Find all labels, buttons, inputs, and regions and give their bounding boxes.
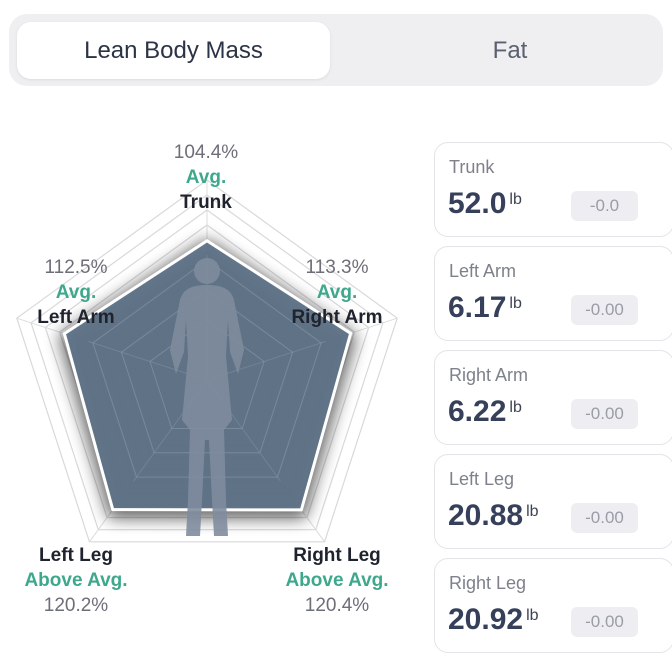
trunk-percent: 104.4% [173, 142, 239, 163]
right-leg-percent: 120.4% [304, 595, 370, 616]
segment-delta-badge: -0.00 [571, 399, 638, 429]
segment-delta-badge: -0.00 [571, 295, 638, 325]
left-arm-status: Avg. [55, 282, 97, 303]
segment-card-right-arm[interactable]: Right Arm 6.22 lb -0.00 [434, 350, 672, 445]
label-left-arm: 112.5% Avg. Left Arm [0, 255, 166, 330]
segment-card-right-leg[interactable]: Right Leg 20.92 lb -0.00 [434, 558, 672, 653]
segment-delta-badge: -0.00 [571, 503, 638, 533]
grid-ring [30, 194, 384, 531]
segment-name: Right Leg [449, 573, 527, 593]
label-trunk: 104.4% Avg. Trunk [116, 140, 296, 215]
segment-card-left-arm[interactable]: Left Arm 6.17 lb -0.00 [434, 246, 672, 341]
label-right-arm: 113.3% Avg. Right Arm [247, 255, 427, 330]
segment-name: Left Leg [449, 469, 515, 489]
segment-value: 6.22 lb [448, 395, 522, 428]
right-arm-label: Right Arm [291, 307, 383, 328]
grid-ring [16, 179, 398, 543]
trunk-label: Trunk [180, 192, 232, 213]
radar-chart [16, 179, 398, 543]
inner-grid-ring [92, 259, 322, 478]
label-right-leg: Right Leg Above Avg. 120.4% [247, 543, 427, 618]
segment-name: Left Arm [449, 261, 517, 281]
right-leg-label: Right Leg [293, 545, 381, 566]
segment-name: Right Arm [449, 365, 529, 385]
segment-value: 6.17 lb [448, 291, 522, 324]
segment-value: 20.92 lb [448, 603, 539, 636]
label-left-leg: Left Leg Above Avg. 120.2% [0, 543, 166, 618]
segment-value: 52.0 lb [448, 187, 522, 220]
right-arm-status: Avg. [316, 282, 358, 303]
left-leg-status: Above Avg. [24, 570, 128, 591]
segment-value: 20.88 lb [448, 499, 539, 532]
segment-toggle: Lean Body Mass Fat [9, 14, 663, 86]
left-arm-label: Left Arm [37, 307, 115, 328]
segment-delta-badge: -0.0 [571, 191, 638, 221]
inner-grid-ring [120, 289, 294, 454]
segment-delta-badge: -0.00 [571, 607, 638, 637]
tab-fat[interactable]: Fat [492, 36, 528, 64]
tab-lean-body-mass[interactable]: Lean Body Mass [17, 22, 330, 79]
right-leg-status: Above Avg. [285, 570, 389, 591]
segment-card-left-leg[interactable]: Left Leg 20.88 lb -0.00 [434, 454, 672, 549]
segment-card-trunk[interactable]: Trunk 52.0 lb -0.0 [434, 142, 672, 237]
trunk-status: Avg. [185, 167, 227, 188]
left-arm-percent: 112.5% [44, 257, 108, 278]
segment-name: Trunk [449, 157, 495, 177]
left-leg-label: Left Leg [39, 545, 113, 566]
left-leg-percent: 120.2% [43, 595, 109, 616]
body-silhouette-icon [170, 258, 244, 536]
right-arm-percent: 113.3% [305, 257, 369, 278]
